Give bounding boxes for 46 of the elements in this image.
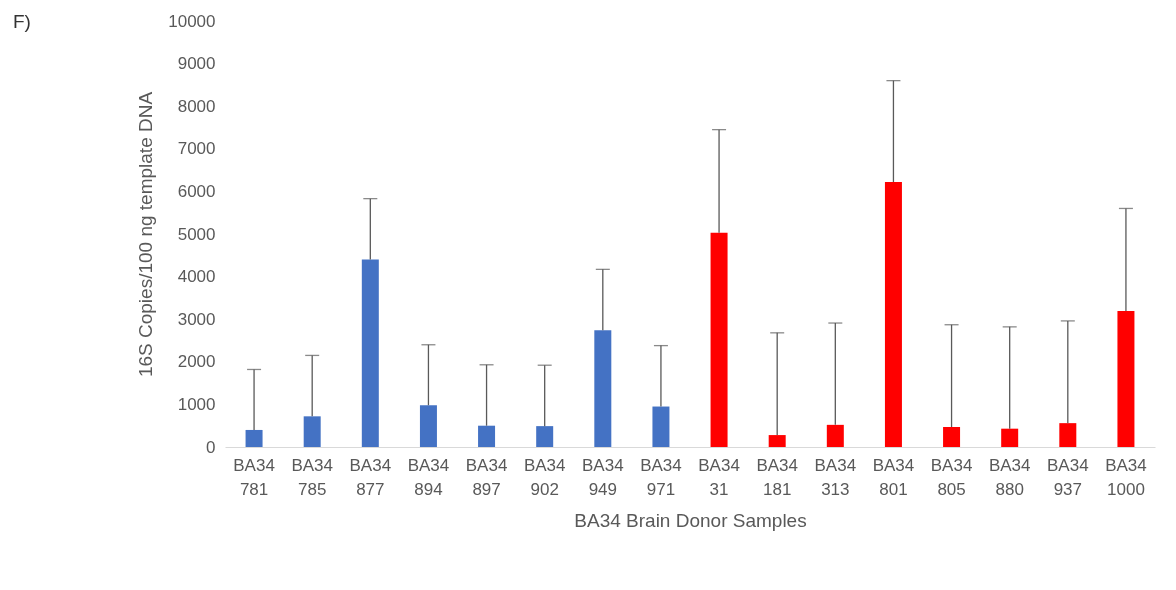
- y-tick-label: 9000: [177, 54, 216, 74]
- x-tick-label: BA34 313: [814, 455, 857, 499]
- bar: [536, 426, 554, 447]
- y-tick-label: 4000: [177, 267, 216, 287]
- y-tick-label: 0: [206, 437, 216, 457]
- x-tick-label: BA34 894: [407, 455, 450, 499]
- x-tick-label: BA34 1000: [1105, 455, 1147, 499]
- bar: [303, 416, 321, 447]
- bar: [245, 429, 263, 447]
- bar: [943, 426, 961, 447]
- y-tick-label: 7000: [177, 139, 216, 159]
- bar: [594, 330, 612, 447]
- bar: [884, 182, 902, 447]
- x-tick-label: BA34 781: [233, 455, 275, 499]
- x-tick-label: BA34 971: [640, 455, 682, 499]
- x-tick-label: BA34 181: [756, 455, 798, 499]
- y-tick-label: 3000: [177, 309, 216, 329]
- bar: [478, 425, 496, 447]
- y-tick-label: 1000: [177, 394, 216, 414]
- y-tick-label: 2000: [177, 352, 216, 372]
- bar: [361, 259, 379, 447]
- bar: [710, 232, 728, 447]
- y-tick-label: 10000: [168, 11, 216, 31]
- bar: [1001, 428, 1019, 447]
- bar: [652, 406, 670, 447]
- x-tick-label: BA34 902: [523, 455, 566, 499]
- x-tick-label: BA34 805: [930, 455, 973, 499]
- y-axis-title: 16S Copies/100 ng template DNA: [135, 91, 157, 378]
- x-tick-label: BA34 897: [465, 455, 508, 499]
- x-tick-label: BA34 949: [582, 455, 624, 499]
- x-tick-label: BA34 877: [349, 455, 392, 499]
- bar: [419, 405, 437, 447]
- x-tick-label: BA34 880: [988, 455, 1031, 499]
- x-tick-label: BA34 785: [291, 455, 333, 499]
- bar: [1059, 423, 1077, 447]
- bar: [1117, 311, 1135, 447]
- x-tick-label: BA34 801: [872, 455, 915, 499]
- text: F): [13, 11, 31, 32]
- bar: [826, 424, 844, 447]
- x-tick-label: BA34 31: [698, 455, 740, 499]
- y-tick-label: 5000: [177, 224, 216, 244]
- bar: [768, 435, 786, 447]
- x-tick-label: BA34 937: [1047, 455, 1089, 499]
- y-tick-label: 6000: [177, 181, 216, 201]
- y-tick-label: 8000: [177, 96, 216, 116]
- x-axis-title: BA34 Brain Donor Samples: [574, 509, 807, 531]
